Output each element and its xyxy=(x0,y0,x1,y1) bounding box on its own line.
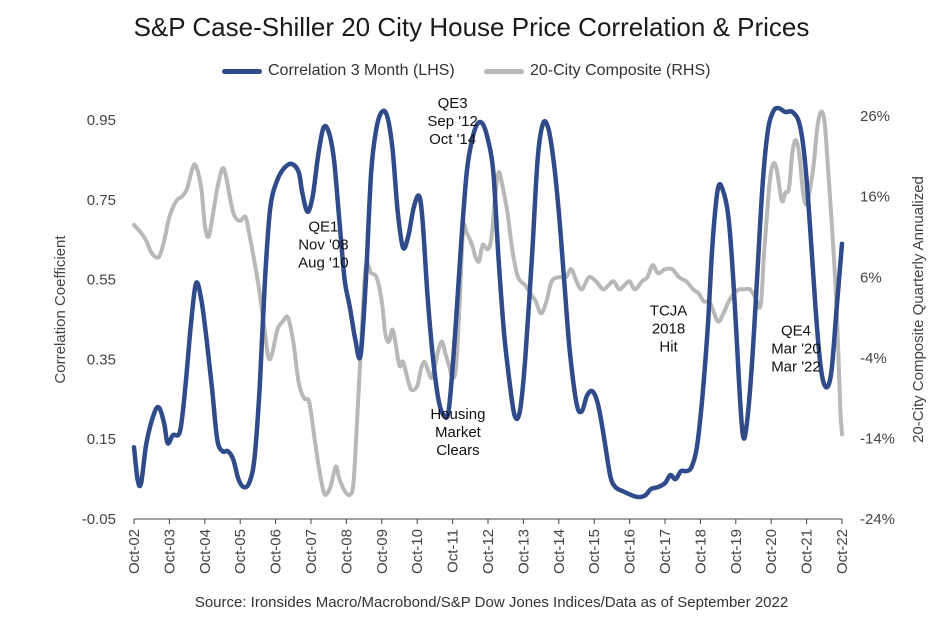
y-left-tick-label: -0.05 xyxy=(82,511,116,528)
legend-item-correlation: Correlation 3 Month (LHS) xyxy=(222,62,455,80)
annotation-text: Housing xyxy=(430,406,485,423)
x-tick-label: Oct-12 xyxy=(480,529,497,574)
y-right-tick-label: 16% xyxy=(860,189,890,206)
annotation-text: Mar '22 xyxy=(771,358,821,375)
annotation-text: Aug '10 xyxy=(298,255,348,272)
x-tick-label: Oct-02 xyxy=(126,529,143,574)
annotation-text: TCJA xyxy=(650,302,688,319)
y-right-axis-title: 20-City Composite Quarterly Annualized xyxy=(910,176,927,443)
y-left-tick-label: 0.35 xyxy=(87,351,116,368)
x-tick-label: Oct-14 xyxy=(551,529,568,574)
x-tick-label: Oct-18 xyxy=(692,529,709,574)
legend-label-correlation: Correlation 3 Month (LHS) xyxy=(268,62,455,79)
annotation-text: Market xyxy=(435,424,482,441)
x-tick-label: Oct-06 xyxy=(268,529,285,574)
y-left-tick-label: 0.15 xyxy=(87,431,116,448)
x-tick-label: Oct-15 xyxy=(586,529,603,574)
legend-swatch-composite xyxy=(484,68,524,74)
x-tick-label: Oct-20 xyxy=(763,529,780,574)
annotation-text: QE3 xyxy=(438,95,468,112)
x-tick-label: Oct-10 xyxy=(409,529,426,574)
x-tick-label: Oct-13 xyxy=(515,529,532,574)
x-tick-label: Oct-21 xyxy=(799,529,816,574)
x-tick-label: Oct-08 xyxy=(338,529,355,574)
series-layer xyxy=(131,105,845,500)
x-tick-label: Oct-09 xyxy=(374,529,391,574)
x-tick-label: Oct-07 xyxy=(303,529,320,574)
chart-source-note: Source: Ironsides Macro/Macrobond/S&P Do… xyxy=(194,594,789,611)
chart-legend: Correlation 3 Month (LHS) 20-City Compos… xyxy=(0,62,943,86)
x-tick-label: Oct-04 xyxy=(197,529,214,574)
y-right-tick-label: -14% xyxy=(860,430,895,447)
chart-title: S&P Case-Shiller 20 City House Price Cor… xyxy=(133,12,810,42)
y-left-tick-label: 0.55 xyxy=(87,272,116,289)
legend-swatch-correlation xyxy=(222,68,262,74)
x-tick-label: Oct-17 xyxy=(657,529,674,574)
x-tick-label: Oct-11 xyxy=(445,529,462,573)
y-right-tick-label: -24% xyxy=(860,511,895,528)
series-line-composite xyxy=(132,109,844,498)
x-tick-label: Oct-03 xyxy=(161,529,178,574)
annotation-text: 2018 xyxy=(652,320,685,337)
annotation-text: Hit xyxy=(659,338,678,355)
x-tick-label: Oct-16 xyxy=(622,529,639,574)
annotation-text: Nov '08 xyxy=(298,237,348,254)
annotation-text: Mar '20 xyxy=(771,340,821,357)
y-right-tick-label: -4% xyxy=(860,350,887,367)
series-line-correlation xyxy=(131,105,845,500)
legend-label-composite: 20-City Composite (RHS) xyxy=(530,62,711,79)
axes-layer: Oct-02 Oct-03 Oct-04 Oct-05 Oct-06 Oct-07 Oct-… xyxy=(52,108,927,574)
annotation-text: QE1 xyxy=(308,219,338,236)
annotation-text: Oct '14 xyxy=(429,131,476,148)
x-tick-label: Oct-05 xyxy=(232,529,249,574)
y-left-axis-title: Correlation Coefficient xyxy=(52,235,69,384)
x-tick-label: Oct-19 xyxy=(728,529,745,574)
y-right-tick-label: 6% xyxy=(860,269,882,286)
annotation-text: QE4 xyxy=(781,322,811,339)
x-tick-label: Oct-22 xyxy=(834,529,851,574)
legend-item-composite: 20-City Composite (RHS) xyxy=(484,62,710,80)
annotation-text: Clears xyxy=(436,442,479,459)
annotation-text: Sep '12 xyxy=(427,113,477,130)
y-left-tick-label: 0.95 xyxy=(87,112,116,129)
y-left-tick-label: 0.75 xyxy=(87,192,116,209)
y-right-tick-label: 26% xyxy=(860,108,890,125)
